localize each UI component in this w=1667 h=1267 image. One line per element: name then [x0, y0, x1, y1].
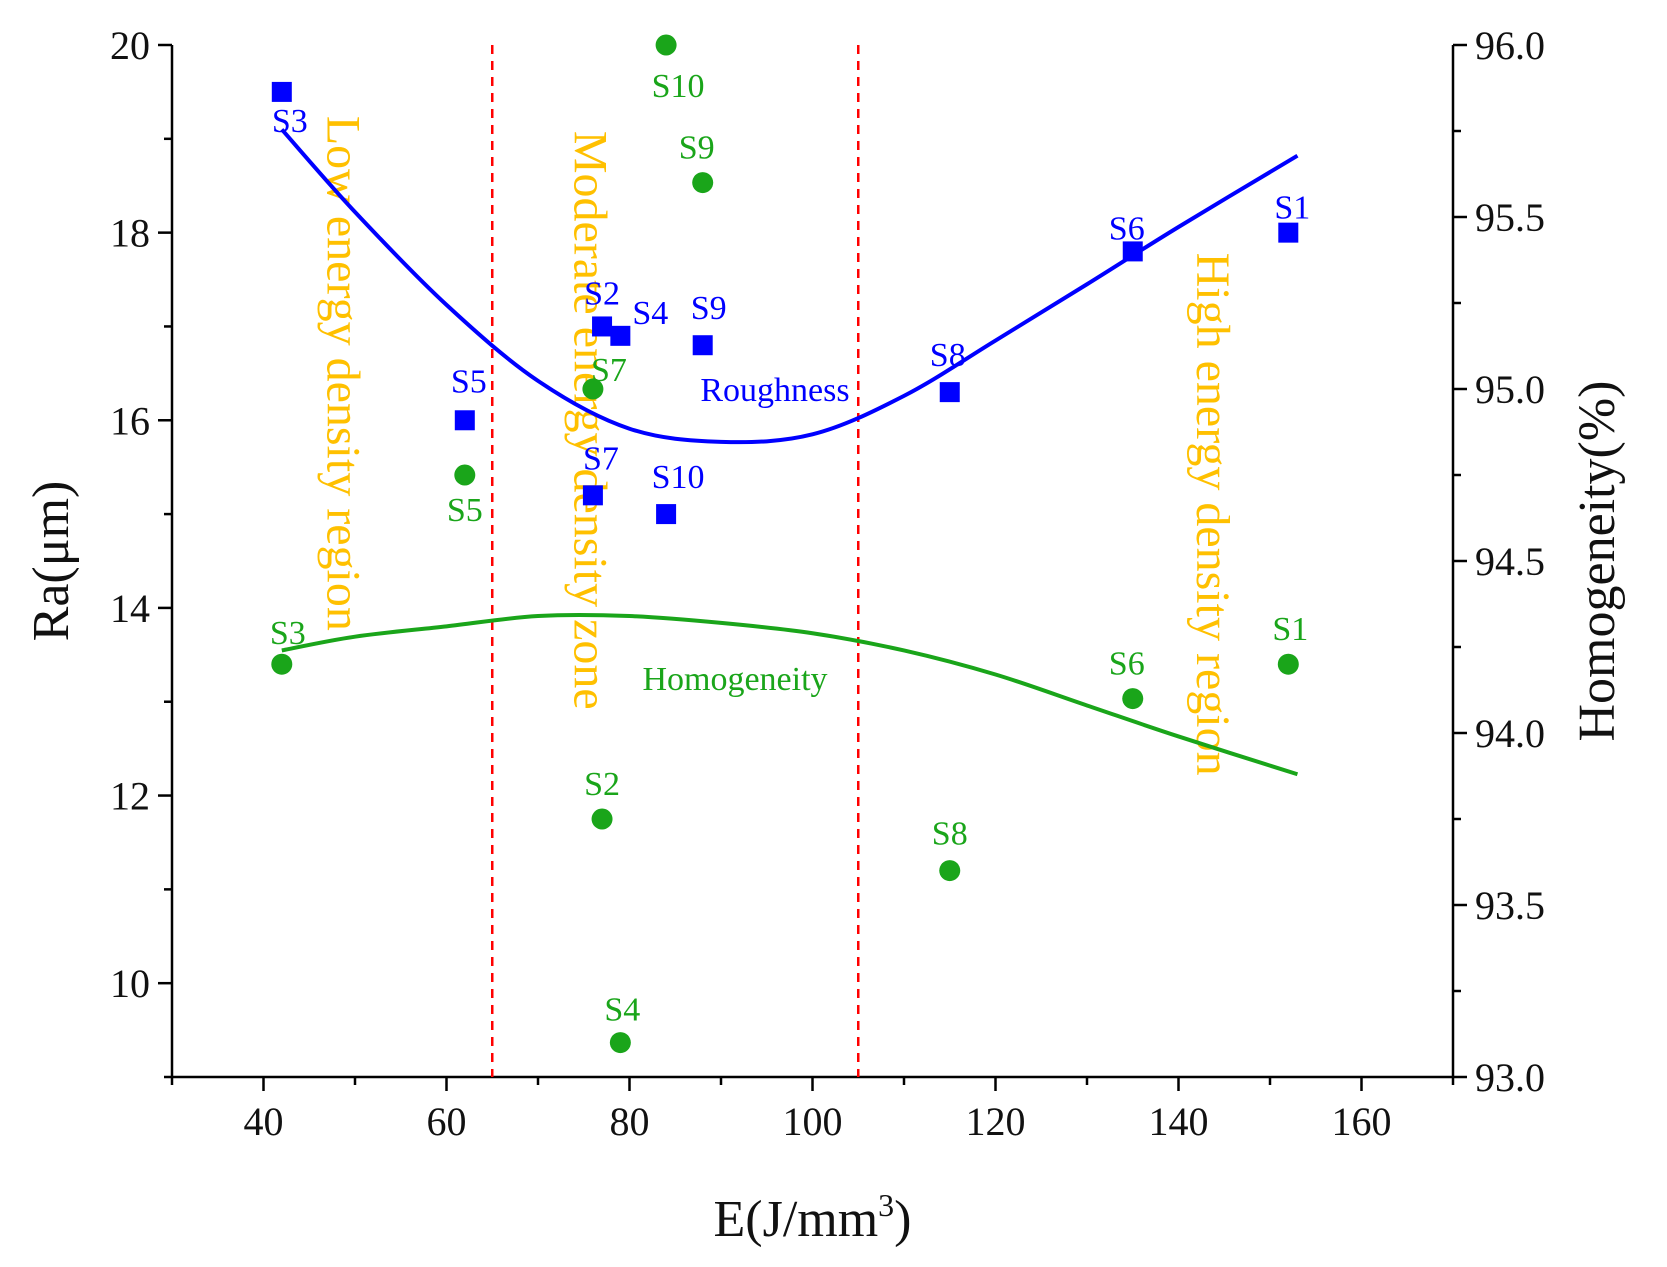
x-tick-label: 60 [427, 1099, 467, 1144]
x-axis-title-main: E(J/mm [714, 1191, 879, 1248]
roughness-point-label: S4 [632, 295, 668, 332]
y-right-tick-label: 96.0 [1475, 23, 1545, 68]
roughness-point [610, 325, 631, 346]
y-left-tick-label: 18 [110, 211, 150, 256]
homogeneity-point-label: S10 [652, 68, 705, 105]
x-tick-label: 40 [244, 1099, 284, 1144]
homogeneity-point [609, 1032, 631, 1054]
y-left-tick-label: 12 [110, 774, 150, 819]
x-tick-label: 120 [966, 1099, 1026, 1144]
homogeneity-point-label: S3 [270, 615, 306, 652]
x-axis-title-superscript: 3 [878, 1187, 894, 1223]
homogeneity-point-label: S8 [932, 816, 968, 853]
roughness-point [454, 410, 475, 431]
roughness-point [1122, 241, 1143, 262]
homogeneity-point [655, 34, 677, 56]
homogeneity-point-label: S6 [1109, 646, 1145, 683]
y-left-tick-label: 10 [110, 961, 150, 1006]
region-label: Low energy density region [317, 116, 370, 631]
y-left-tick-label: 14 [110, 586, 150, 631]
x-axis-title-tail: ) [894, 1191, 911, 1248]
roughness-point [1278, 222, 1299, 243]
y-right-tick-label: 93.0 [1475, 1055, 1545, 1100]
roughness-point [656, 504, 677, 525]
y-left-tick-label: 20 [110, 23, 150, 68]
homogeneity-point [692, 172, 714, 194]
roughness-point-label: S1 [1274, 190, 1310, 227]
y-left-tick-label: 16 [110, 398, 150, 443]
roughness-point-label: S7 [583, 440, 619, 477]
y-right-tick-label: 95.0 [1475, 367, 1545, 412]
x-axis-title: E(J/mm3) [714, 1187, 912, 1248]
x-tick-label: 160 [1332, 1099, 1392, 1144]
homogeneity-point [582, 378, 604, 400]
roughness-point-label: S2 [584, 275, 620, 312]
roughness-point [582, 485, 603, 506]
homogeneity-point [271, 653, 293, 675]
x-tick-label: 140 [1149, 1099, 1209, 1144]
homogeneity-point-label: S5 [447, 492, 483, 529]
homogeneity-point-label: S7 [591, 352, 627, 389]
roughness-point-label: S8 [930, 337, 966, 374]
roughness-fit-curve [280, 128, 1299, 445]
roughness-point-label: S9 [691, 290, 727, 327]
y-right-tick-label: 94.5 [1475, 539, 1545, 584]
roughness-point-label: S5 [451, 363, 487, 400]
homogeneity-point [591, 808, 613, 830]
roughness-point [692, 335, 713, 356]
roughness-point [271, 81, 292, 102]
region-label: High energy density region [1186, 253, 1239, 776]
homogeneity-point-label: S4 [604, 992, 640, 1029]
homogeneity-point [1122, 688, 1144, 710]
homogeneity-point-label: S2 [584, 766, 620, 803]
homogeneity-point-label: S1 [1272, 611, 1308, 648]
y-left-axis-title: Ra(μm) [23, 481, 80, 642]
homogeneity-point [1277, 653, 1299, 675]
x-tick-label: 100 [783, 1099, 843, 1144]
roughness-point [592, 316, 613, 337]
y-right-tick-label: 95.5 [1475, 195, 1545, 240]
homogeneity-series-label: Homogeneity [642, 661, 827, 698]
x-tick-label: 80 [610, 1099, 650, 1144]
y-right-tick-label: 94.0 [1475, 711, 1545, 756]
homogeneity-point-label: S9 [679, 130, 715, 167]
roughness-point [939, 382, 960, 403]
y-right-axis-title: Homogeneity(%) [1569, 380, 1626, 741]
y-right-tick-label: 93.5 [1475, 883, 1545, 928]
roughness-series-label: Roughness [700, 372, 849, 409]
homogeneity-fit-curve [281, 612, 1299, 777]
roughness-point-label: S3 [272, 103, 308, 140]
roughness-point-label: S10 [652, 459, 705, 496]
homogeneity-point [454, 464, 476, 486]
homogeneity-point [939, 860, 961, 882]
roughness-point-label: S6 [1109, 210, 1145, 247]
